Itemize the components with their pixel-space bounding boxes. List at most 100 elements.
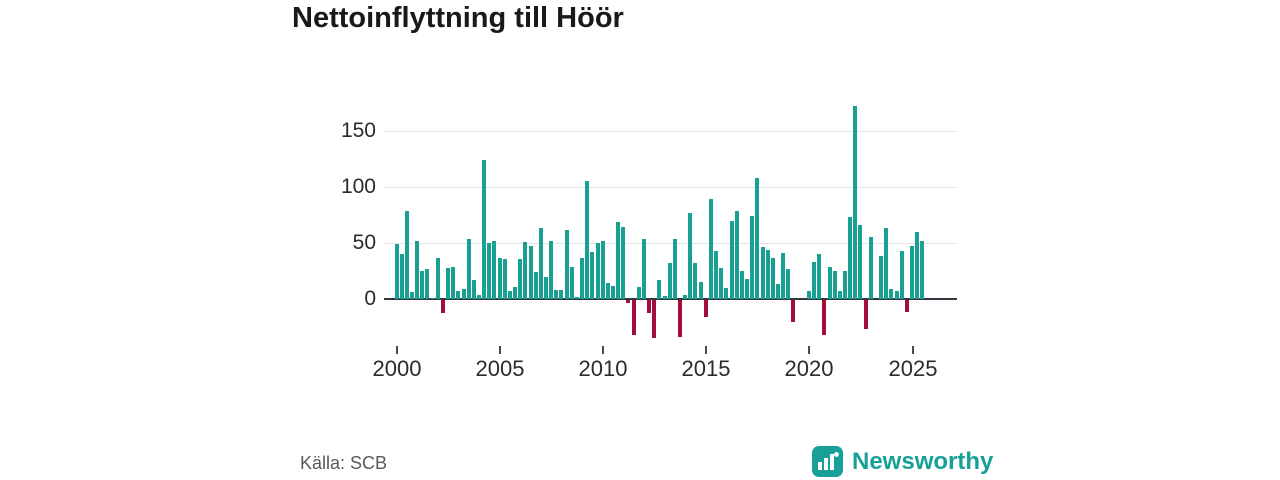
y-axis-label-100: 100: [340, 175, 376, 198]
bar-2021-Q2: [833, 271, 837, 299]
bar-2016-Q3: [735, 211, 739, 299]
y-axis-label-50: 50: [352, 231, 376, 254]
bar-2003-Q4: [472, 280, 476, 299]
bar-2004-Q2: [482, 160, 486, 299]
bar-2025-Q3: [920, 241, 924, 299]
bar-2000-Q1: [395, 244, 399, 299]
bar-2011-Q2: [626, 300, 630, 303]
y-axis-label-0: 0: [364, 287, 376, 310]
bar-2015-Q2: [709, 199, 713, 299]
bar-2012-Q4: [657, 280, 661, 299]
gridline-50: [384, 243, 957, 244]
bar-2002-Q1: [436, 258, 440, 299]
bar-2014-Q2: [688, 213, 692, 299]
bar-2001-Q1: [415, 241, 419, 299]
bar-2009-Q1: [580, 258, 584, 299]
x-axis-zero-line: [384, 298, 957, 300]
bar-2017-Q2: [750, 216, 754, 299]
bar-2015-Q1: [704, 300, 708, 317]
bar-2012-Q2: [647, 300, 651, 313]
bar-2024-Q3: [900, 251, 904, 299]
bar-2020-Q1: [807, 291, 811, 299]
bar-2000-Q2: [400, 254, 404, 299]
bar-2009-Q3: [590, 252, 594, 299]
bar-2003-Q1: [456, 291, 460, 299]
bar-2007-Q4: [554, 290, 558, 299]
bar-2006-Q1: [518, 259, 522, 299]
newsworthy-logo-icon: [812, 446, 843, 477]
bar-2006-Q4: [534, 272, 538, 299]
bar-2001-Q2: [420, 271, 424, 299]
newsworthy-logo-text: Newsworthy: [852, 447, 994, 475]
bar-2010-Q3: [611, 286, 615, 299]
bar-2004-Q3: [487, 243, 491, 299]
bar-2025-Q1: [910, 246, 914, 299]
bar-2024-Q2: [895, 291, 899, 299]
bar-2008-Q2: [565, 230, 569, 299]
x-axis-label-2015: 2015: [681, 356, 731, 381]
bar-2010-Q4: [616, 222, 620, 299]
bar-2016-Q2: [730, 221, 734, 299]
bar-2009-Q2: [585, 181, 589, 299]
bar-2000-Q4: [410, 292, 414, 299]
bar-2015-Q4: [719, 268, 723, 299]
bar-2014-Q3: [693, 263, 697, 299]
x-tick-2015: [705, 346, 707, 354]
x-axis-label-2025: 2025: [888, 356, 938, 381]
x-tick-2010: [602, 346, 604, 354]
x-tick-2025: [912, 346, 914, 354]
bar-2020-Q3: [817, 254, 821, 299]
bar-2013-Q2: [668, 263, 672, 299]
bar-2017-Q1: [745, 279, 749, 299]
bar-2013-Q4: [678, 300, 682, 337]
newsworthy-logo: Newsworthy: [812, 446, 993, 477]
bar-2006-Q2: [523, 242, 527, 299]
bar-2014-Q4: [699, 282, 703, 299]
x-tick-2000: [396, 346, 398, 354]
bar-2005-Q4: [513, 287, 517, 299]
bar-2018-Q4: [781, 253, 785, 299]
bar-2007-Q3: [549, 241, 553, 299]
bar-2008-Q4: [575, 297, 579, 299]
bar-2011-Q4: [637, 287, 641, 299]
bar-2022-Q3: [858, 225, 862, 299]
bar-2016-Q1: [724, 288, 728, 299]
bar-2022-Q4: [864, 300, 868, 329]
bar-2016-Q4: [740, 271, 744, 299]
x-tick-2020: [808, 346, 810, 354]
bar-2017-Q4: [761, 247, 765, 299]
bar-2019-Q2: [791, 300, 795, 322]
bar-2000-Q3: [405, 211, 409, 299]
bar-2013-Q3: [673, 239, 677, 299]
bar-2017-Q3: [755, 178, 759, 299]
bar-2012-Q1: [642, 239, 646, 299]
bar-2018-Q3: [776, 284, 780, 299]
bar-2024-Q4: [905, 300, 909, 312]
bar-2003-Q2: [462, 289, 466, 299]
bar-2009-Q4: [596, 243, 600, 299]
bar-2010-Q1: [601, 241, 605, 299]
bar-2004-Q4: [492, 241, 496, 299]
bar-2005-Q1: [498, 258, 502, 299]
x-axis-label-2020: 2020: [784, 356, 834, 381]
bar-2001-Q3: [425, 269, 429, 299]
bar-2008-Q1: [559, 290, 563, 299]
bar-2011-Q1: [621, 227, 625, 299]
bar-2002-Q4: [451, 267, 455, 299]
bar-2022-Q1: [848, 217, 852, 299]
source-label: Källa: SCB: [300, 453, 388, 473]
bar-2005-Q3: [508, 291, 512, 299]
bar-2008-Q3: [570, 267, 574, 299]
bar-2019-Q1: [786, 269, 790, 299]
bar-2021-Q4: [843, 271, 847, 299]
bar-2003-Q3: [467, 239, 471, 299]
bar-2023-Q3: [879, 256, 883, 299]
bar-2018-Q2: [771, 258, 775, 299]
bar-2012-Q3: [652, 300, 656, 338]
bar-2007-Q1: [539, 228, 543, 299]
bar-2021-Q3: [838, 291, 842, 299]
x-axis-label-2010: 2010: [578, 356, 628, 381]
bar-2023-Q4: [884, 228, 888, 299]
gridline-150: [384, 131, 957, 132]
